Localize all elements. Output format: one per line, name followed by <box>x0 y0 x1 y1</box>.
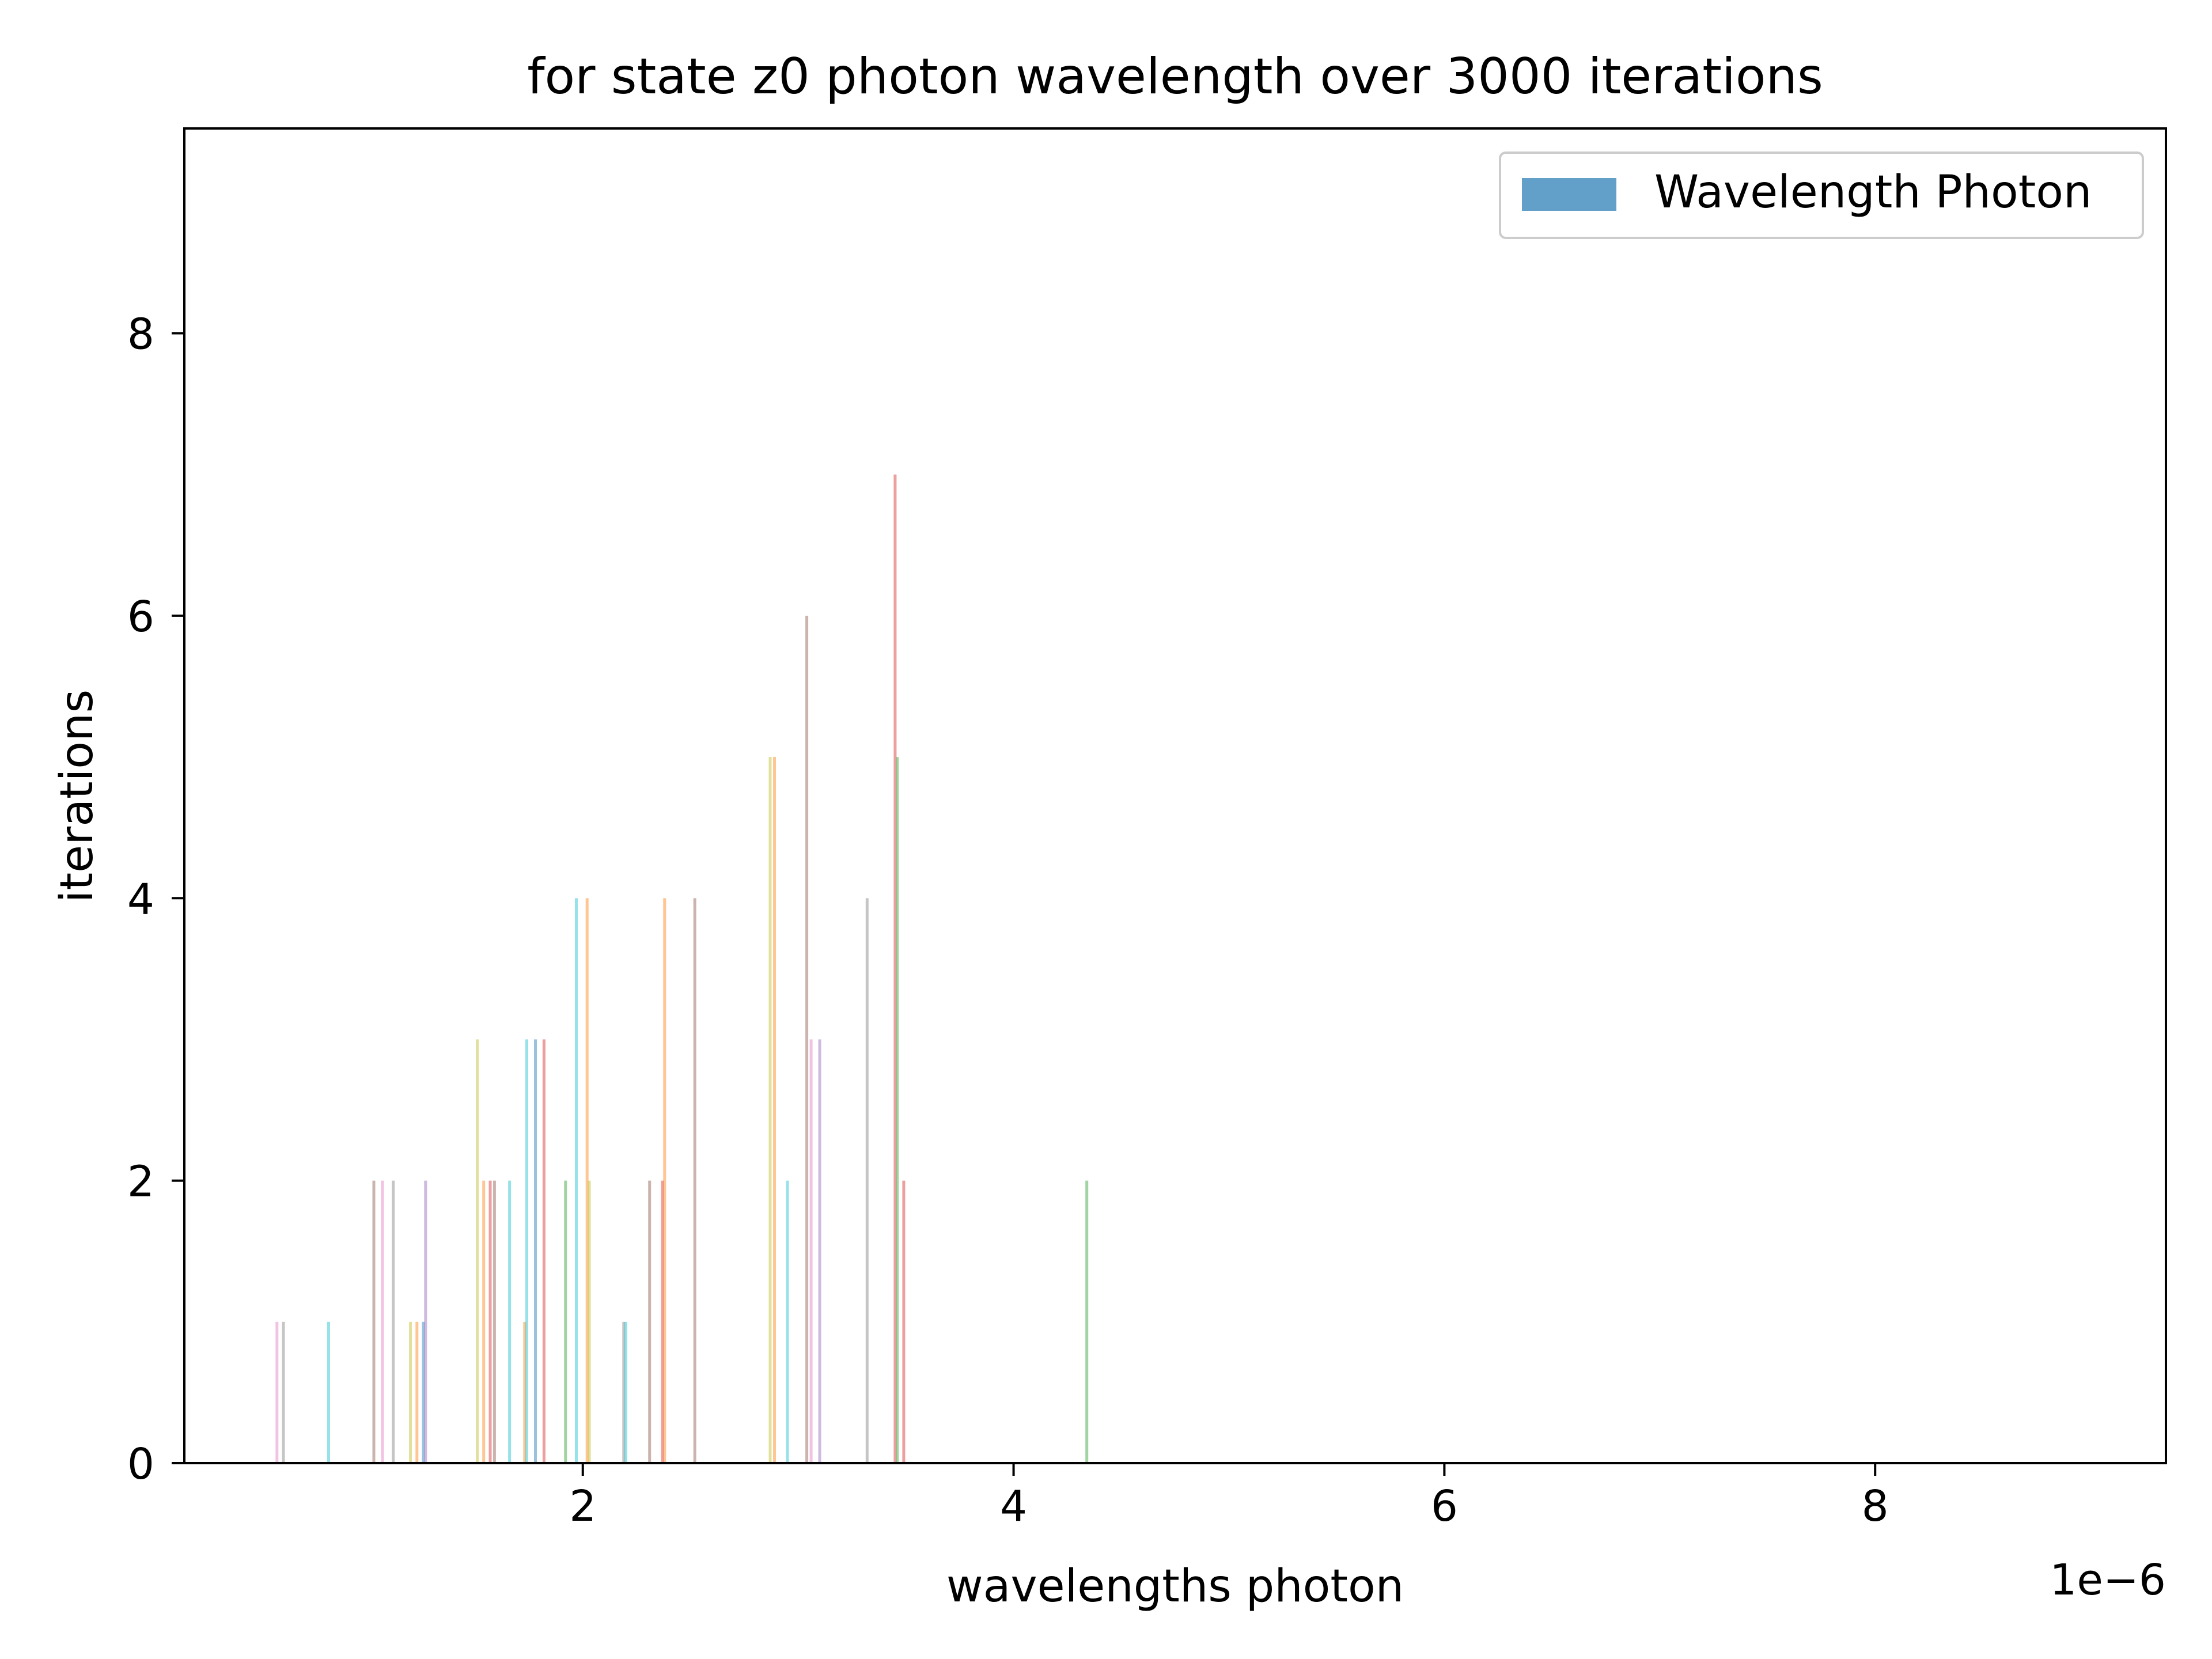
plot-frame <box>183 127 2167 1464</box>
histogram-bar-36 <box>893 474 897 1464</box>
histogram-bar-31 <box>786 1180 789 1463</box>
y-tick-label: 0 <box>127 1440 154 1489</box>
histogram-bar-23 <box>622 1321 626 1463</box>
histogram-bar-2 <box>327 1321 330 1463</box>
chart-title: for state z0 photon wavelength over 3000… <box>527 48 1823 105</box>
histogram-bar-18 <box>542 1039 546 1463</box>
y-axis-label: iterations <box>51 690 103 903</box>
histogram-bar-16 <box>525 1039 528 1463</box>
histogram-bar-9 <box>424 1180 427 1463</box>
histogram-bar-7 <box>415 1321 419 1463</box>
histogram-bar-15 <box>523 1321 527 1463</box>
legend-label: Wavelength Photon <box>1654 166 2092 218</box>
histogram-bar-0 <box>275 1321 279 1463</box>
histogram-bar-24 <box>624 1321 627 1463</box>
histogram-bar-13 <box>493 1180 496 1463</box>
histogram-bar-39 <box>1085 1180 1089 1463</box>
y-tick-label: 2 <box>127 1157 154 1207</box>
histogram-bar-14 <box>508 1180 512 1463</box>
histogram-bar-29 <box>768 757 772 1463</box>
legend: Wavelength Photon <box>1499 151 2144 239</box>
histogram-bar-33 <box>809 1039 813 1463</box>
histogram-bar-21 <box>585 898 589 1463</box>
histogram-bar-32 <box>805 615 809 1463</box>
histogram-bar-17 <box>534 1039 537 1463</box>
y-tick-label: 8 <box>127 310 154 359</box>
histogram-bar-22 <box>588 1180 591 1463</box>
histogram-bar-19 <box>564 1180 567 1463</box>
histogram-bar-3 <box>372 1180 376 1463</box>
histogram-bar-37 <box>896 757 899 1463</box>
legend-swatch <box>1522 178 1616 211</box>
histogram-bar-5 <box>392 1180 395 1463</box>
histogram-bar-10 <box>476 1039 479 1463</box>
histogram-bar-8 <box>422 1321 425 1463</box>
histogram-bar-28 <box>693 898 696 1463</box>
x-tick-label: 6 <box>1431 1482 1458 1531</box>
bars-layer <box>275 474 1089 1464</box>
histogram-bar-38 <box>902 1180 906 1463</box>
histogram-bar-4 <box>381 1180 384 1463</box>
y-tick-label: 6 <box>127 592 154 642</box>
y-tick-label: 4 <box>127 874 154 924</box>
histogram-bar-27 <box>663 898 666 1463</box>
histogram-bar-25 <box>648 1180 652 1463</box>
x-axis-label: wavelengths photon <box>946 1560 1404 1612</box>
x-tick-label: 4 <box>1000 1482 1027 1531</box>
histogram-bar-35 <box>865 898 869 1463</box>
histogram-bar-6 <box>409 1321 412 1463</box>
histogram-bar-12 <box>488 1180 492 1463</box>
histogram-bar-26 <box>661 1180 664 1463</box>
histogram-bar-11 <box>482 1180 486 1463</box>
y-axis-ticks: 0 2 4 6 8 <box>127 310 184 1489</box>
x-axis-ticks: 2 4 6 8 <box>569 1463 1889 1531</box>
histogram-bar-1 <box>282 1321 285 1463</box>
x-axis-offset-label: 1e−6 <box>2050 1555 2166 1605</box>
x-tick-label: 2 <box>569 1482 596 1531</box>
histogram-bar-30 <box>773 757 776 1463</box>
x-tick-label: 8 <box>1862 1482 1889 1531</box>
histogram-bar-34 <box>818 1039 821 1463</box>
histogram-bar-20 <box>575 898 578 1463</box>
legend-box <box>1499 151 2144 239</box>
